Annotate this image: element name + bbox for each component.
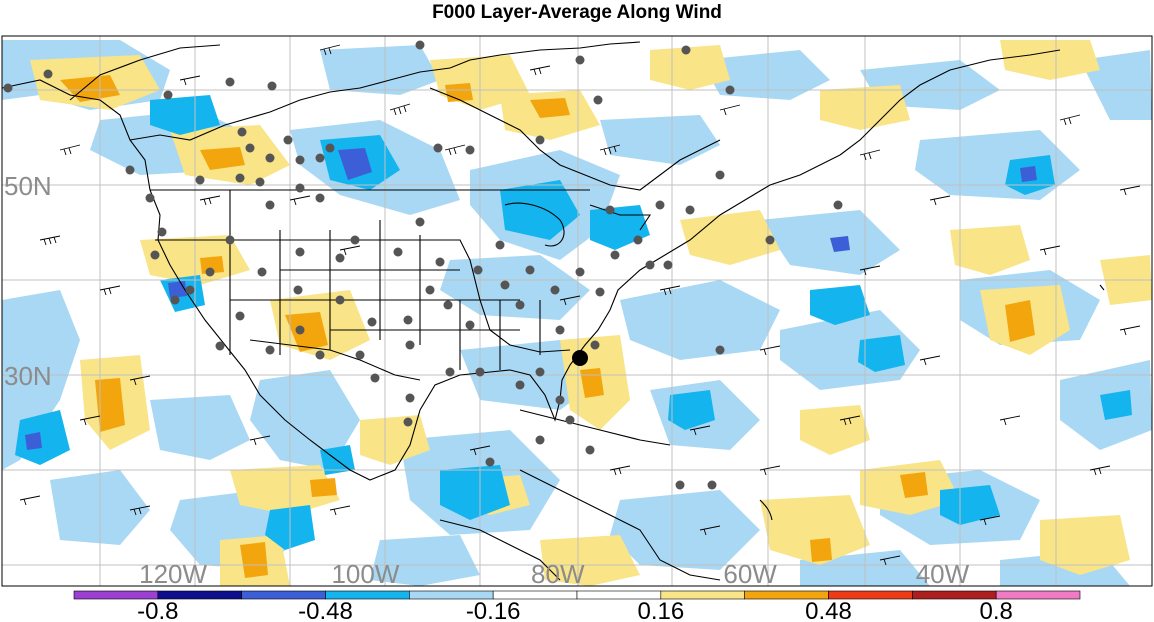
longitude-label: 80W bbox=[531, 559, 585, 589]
colorbar-tick-label: 0.16 bbox=[637, 598, 684, 622]
highlighted-site-marker bbox=[572, 350, 588, 366]
colorbar-tick-label: -0.8 bbox=[137, 598, 178, 622]
wind-barbs bbox=[19, 44, 1141, 566]
latitude-labels: 50N 30N bbox=[4, 171, 52, 391]
map-frame bbox=[1, 35, 1153, 587]
longitude-label: 120W bbox=[139, 559, 207, 589]
longitude-label: 100W bbox=[331, 559, 399, 589]
colorbar: -0.8 -0.48 -0.16 0.16 0.48 0.8 bbox=[73, 590, 1081, 622]
latitude-label: 30N bbox=[4, 361, 52, 391]
colorbar-tick-label: 0.48 bbox=[805, 598, 852, 622]
colorbar-tick-label: -0.48 bbox=[298, 598, 353, 622]
observation-sites bbox=[3, 40, 843, 490]
longitude-labels: 120W 100W 80W 60W 40W bbox=[139, 559, 969, 589]
field-shading-orange bbox=[60, 75, 1035, 578]
latitude-label: 50N bbox=[4, 171, 52, 201]
graticule bbox=[2, 36, 1152, 586]
field-shading-yellow bbox=[30, 40, 1152, 586]
colorbar-tick-label: -0.16 bbox=[466, 598, 521, 622]
longitude-label: 40W bbox=[916, 559, 970, 589]
colorbar-swatch bbox=[995, 590, 1081, 600]
map-title: F000 Layer-Average Along Wind bbox=[432, 2, 722, 23]
colorbar-tick-label: 0.8 bbox=[979, 598, 1012, 622]
field-shading-dark-blue bbox=[25, 148, 1037, 450]
longitude-label: 60W bbox=[723, 559, 777, 589]
